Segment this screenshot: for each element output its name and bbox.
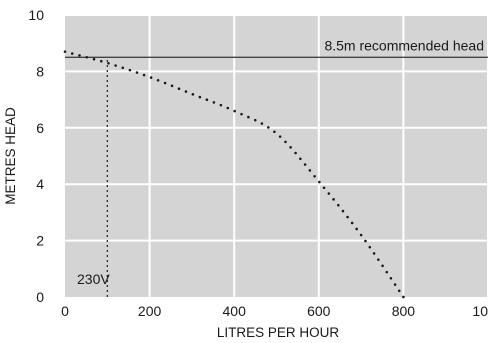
y-tick-label-8: 8 — [36, 63, 44, 79]
y-tick-label-10: 10 — [28, 7, 44, 23]
y-axis-title: METRES HEAD — [3, 107, 18, 205]
x-tick-label-0: 0 — [61, 303, 69, 319]
x-tick-label-1000: 1000 — [472, 303, 488, 319]
x-tick-label-200: 200 — [138, 303, 162, 319]
plot-area — [65, 15, 488, 297]
data-series — [63, 50, 405, 299]
x-tick-label-400: 400 — [223, 303, 247, 319]
grid-lines — [65, 14, 488, 297]
voltage-label: 230V — [77, 271, 110, 287]
x-tick-label-600: 600 — [307, 303, 331, 319]
y-tick-label-2: 2 — [36, 233, 44, 249]
recommended-head-label: 8.5m recommended head — [324, 37, 484, 53]
y-tick-label-0: 0 — [36, 289, 44, 305]
reference-lines — [65, 56, 488, 297]
y-tick-label-4: 4 — [36, 176, 44, 192]
series-0-line — [63, 50, 405, 299]
tick-labels: 0 200 400 600 800 1000 0 2 4 6 8 10 — [28, 7, 488, 319]
y-tick-label-6: 6 — [36, 120, 44, 136]
x-axis-title: LITRES PER HOUR — [217, 325, 340, 340]
x-tick-label-800: 800 — [392, 303, 416, 319]
